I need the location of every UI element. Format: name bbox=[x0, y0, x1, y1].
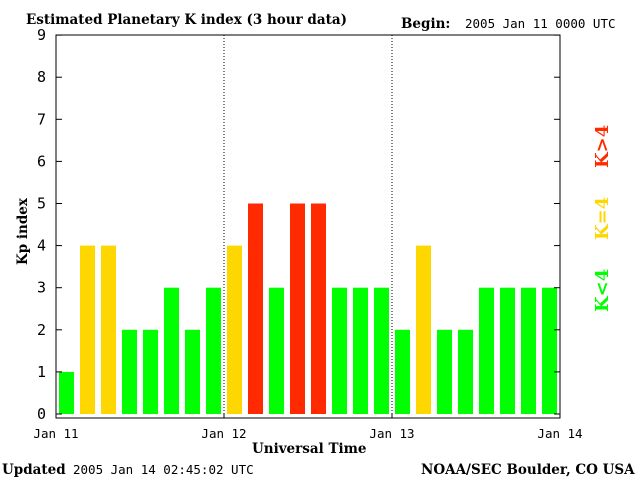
bar bbox=[500, 287, 515, 414]
bar bbox=[269, 287, 284, 414]
bar bbox=[311, 203, 326, 414]
bar-group bbox=[59, 203, 557, 414]
y-tick-label: 9 bbox=[37, 26, 46, 44]
updated-value: 2005 Jan 14 02:45:02 UTC bbox=[73, 462, 254, 477]
x-tick-label: Jan 11 bbox=[33, 426, 78, 441]
y-tick-label: 8 bbox=[37, 68, 46, 86]
bar bbox=[437, 329, 452, 414]
bar bbox=[479, 287, 494, 414]
x-tick-label: Jan 13 bbox=[369, 426, 414, 441]
x-axis: Jan 11 Jan 12 Jan 13 Jan 14 bbox=[33, 413, 583, 441]
y-tick-label: 1 bbox=[37, 363, 46, 381]
x-tick-label: Jan 14 bbox=[537, 426, 582, 441]
bar bbox=[185, 329, 200, 414]
bar bbox=[164, 287, 179, 414]
begin-value: 2005 Jan 11 0000 UTC bbox=[465, 16, 616, 31]
legend-low: K<4 bbox=[592, 269, 613, 312]
x-tick-label: Jan 12 bbox=[201, 426, 246, 441]
bar bbox=[101, 245, 116, 414]
source-credit: NOAA/SEC Boulder, CO USA bbox=[421, 462, 635, 478]
bar bbox=[332, 287, 347, 414]
y-tick-label: 3 bbox=[37, 279, 46, 297]
bar bbox=[290, 203, 305, 414]
chart-title: Estimated Planetary K index (3 hour data… bbox=[26, 12, 347, 28]
y-tick-label: 6 bbox=[37, 152, 46, 170]
bar bbox=[416, 245, 431, 414]
y-tick-label: 5 bbox=[37, 195, 46, 213]
bar bbox=[80, 245, 95, 414]
bar bbox=[542, 287, 557, 414]
bar bbox=[59, 371, 74, 414]
bar bbox=[248, 203, 263, 414]
day-dividers bbox=[223, 35, 393, 418]
bar bbox=[122, 329, 137, 414]
updated-label: Updated bbox=[2, 462, 66, 478]
y-tick-label: 7 bbox=[37, 110, 46, 128]
y-axis: 0 1 2 3 4 5 6 7 8 9 bbox=[37, 26, 560, 423]
bar bbox=[521, 287, 536, 414]
legend-equal: K=4 bbox=[592, 197, 613, 240]
x-axis-label: Universal Time bbox=[252, 441, 367, 457]
bar bbox=[227, 245, 242, 414]
bar bbox=[353, 287, 368, 414]
bar bbox=[143, 329, 158, 414]
plot-frame bbox=[55, 34, 561, 419]
y-tick-label: 2 bbox=[37, 321, 46, 339]
bar bbox=[395, 329, 410, 414]
bar bbox=[206, 287, 221, 414]
y-tick-label: 0 bbox=[37, 405, 46, 423]
legend-high: K>4 bbox=[592, 125, 613, 168]
begin-label: Begin: bbox=[401, 16, 450, 32]
y-axis-label: Kp index bbox=[15, 197, 31, 265]
bar bbox=[458, 329, 473, 414]
bar bbox=[374, 287, 389, 414]
y-tick-label: 4 bbox=[37, 237, 46, 255]
